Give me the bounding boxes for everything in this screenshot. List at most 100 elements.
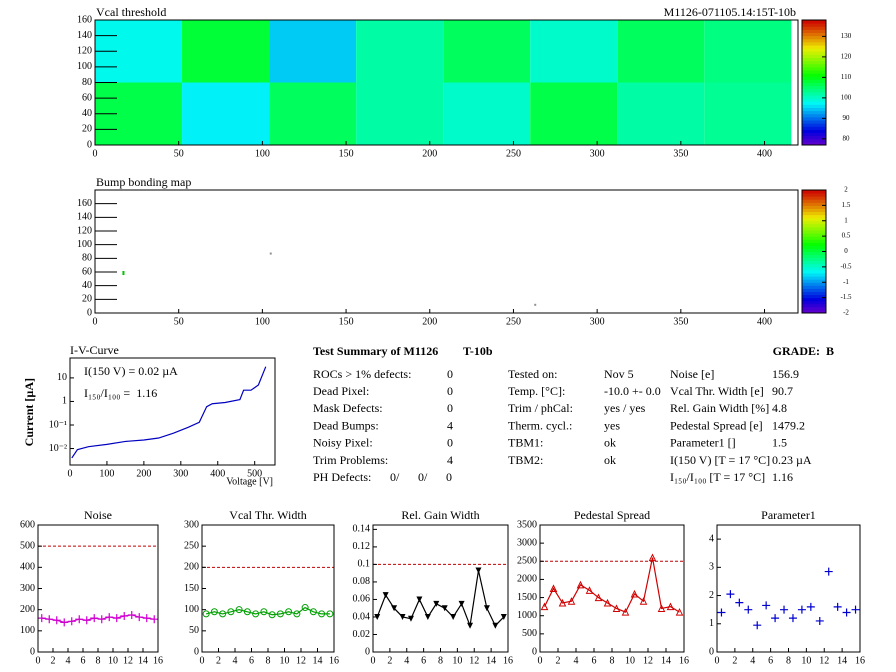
colorbar-step — [802, 282, 826, 286]
marker — [120, 612, 129, 621]
x-tick-label: 12 — [123, 655, 133, 666]
colorbar-step — [802, 29, 826, 33]
row-value: 0 — [447, 384, 453, 398]
colorbar-step — [802, 82, 826, 87]
chart-title: Rel. Gain Width — [401, 508, 479, 522]
colorbar-step — [802, 239, 826, 243]
marker — [105, 613, 114, 622]
y-tick-label: 2 — [709, 590, 714, 601]
marker — [127, 610, 136, 619]
marker — [540, 602, 549, 611]
y-tick-label: 0 — [194, 646, 199, 657]
heatmap-cell — [704, 20, 792, 83]
ph-defect-value: 0/ — [390, 470, 400, 484]
colorbar-step — [802, 208, 826, 213]
marker — [657, 604, 666, 612]
colorbar-step — [802, 66, 826, 71]
colorbar-tick-label: 80 — [843, 134, 851, 142]
x-tick-label: 8 — [96, 655, 101, 666]
summary-title: Test Summary of M1126 — [313, 344, 438, 358]
marker — [407, 615, 414, 622]
y-tick-label: 140 — [77, 30, 92, 41]
row-label: I₁₅₀/I₁₀₀ [T = 17 °C] — [670, 470, 765, 484]
marker — [374, 613, 381, 620]
row-label: Trim / phCal: — [508, 401, 573, 415]
marker — [52, 616, 61, 625]
chart-title: Bump bonding map — [96, 175, 191, 189]
y-tick-label: 120 — [77, 46, 92, 57]
colorbar-step — [802, 306, 826, 311]
marker — [842, 608, 851, 617]
x-tick-label: 2 — [556, 655, 561, 666]
marker — [666, 602, 675, 611]
marker — [753, 621, 762, 630]
marker — [309, 608, 317, 616]
x-tick-label: 100 — [99, 468, 114, 479]
colorbar-step — [802, 242, 826, 246]
row-label: Mask Defects: — [313, 401, 383, 415]
marker — [492, 622, 499, 629]
marker — [833, 602, 842, 611]
x-tick-label: 250 — [506, 316, 521, 327]
colorbar-step — [802, 54, 826, 58]
x-tick-label: 12 — [296, 655, 306, 666]
y-tick-label: 300 — [20, 583, 35, 594]
marker — [806, 602, 815, 611]
row-label: Dead Pixel: — [313, 384, 369, 398]
marker — [227, 608, 235, 616]
x-tick-label: 400 — [757, 148, 772, 159]
marker — [276, 610, 284, 618]
marker — [45, 615, 54, 624]
colorbar-step — [802, 120, 826, 124]
row-label: Noise [e] — [670, 367, 714, 381]
x-tick-label: 2 — [732, 655, 737, 666]
heatmap-cell — [617, 82, 705, 145]
marker — [122, 273, 125, 276]
colorbar-step — [802, 116, 826, 121]
marker — [612, 604, 621, 612]
x-tick-label: 6 — [592, 655, 597, 666]
colorbar-step — [802, 236, 826, 240]
colorbar-step — [802, 23, 826, 27]
row-label: Vcal Thr. Width [e] — [670, 384, 764, 398]
colorbar-step — [802, 51, 826, 55]
colorbar-step — [802, 266, 826, 271]
plot-frame — [69, 357, 276, 466]
row-label: Dead Bumps: — [313, 418, 379, 432]
y-tick-label: 0.04 — [353, 611, 371, 622]
colorbar-step — [802, 309, 826, 314]
x-tick-label: 250 — [506, 148, 521, 159]
colorbar-step — [802, 303, 826, 308]
marker — [441, 605, 448, 612]
colorbar-step — [802, 129, 826, 133]
x-tick-label: 6 — [249, 655, 254, 666]
row-label: Tested on: — [508, 367, 557, 381]
y-tick-label: 0 — [709, 646, 714, 657]
colorbar-tick-label: 130 — [841, 32, 852, 40]
x-tick-label: 50 — [174, 148, 184, 159]
x-tick-label: 6 — [421, 655, 426, 666]
colorbar-step — [802, 300, 826, 305]
row-value: 1479.2 — [772, 418, 805, 432]
annotation: I(150 V) = 0.02 µA — [84, 364, 178, 378]
marker — [135, 613, 144, 622]
y-tick-label: 400 — [20, 562, 35, 573]
colorbar-step — [802, 220, 826, 225]
y-tick-label: 0 — [365, 646, 370, 657]
x-tick-label: 2 — [51, 655, 56, 666]
chart-title: Vcal Thr. Width — [229, 508, 306, 522]
x-tick-label: 400 — [757, 316, 772, 327]
y-tick-label: 300 — [184, 519, 199, 530]
marker — [382, 592, 389, 599]
y-tick-label: 1 — [62, 396, 67, 407]
y-axis-label: Current [µA] — [22, 378, 36, 446]
y-tick-label: 2000 — [517, 574, 537, 585]
marker — [639, 597, 648, 605]
chart-title: I-V-Curve — [70, 343, 119, 357]
colorbar-tick-label: -0.5 — [840, 262, 852, 270]
marker — [293, 610, 301, 618]
x-tick-label: 10 — [801, 655, 811, 666]
marker — [675, 607, 684, 616]
colorbar-step — [802, 217, 826, 222]
row-label: Trim Problems: — [313, 453, 388, 467]
